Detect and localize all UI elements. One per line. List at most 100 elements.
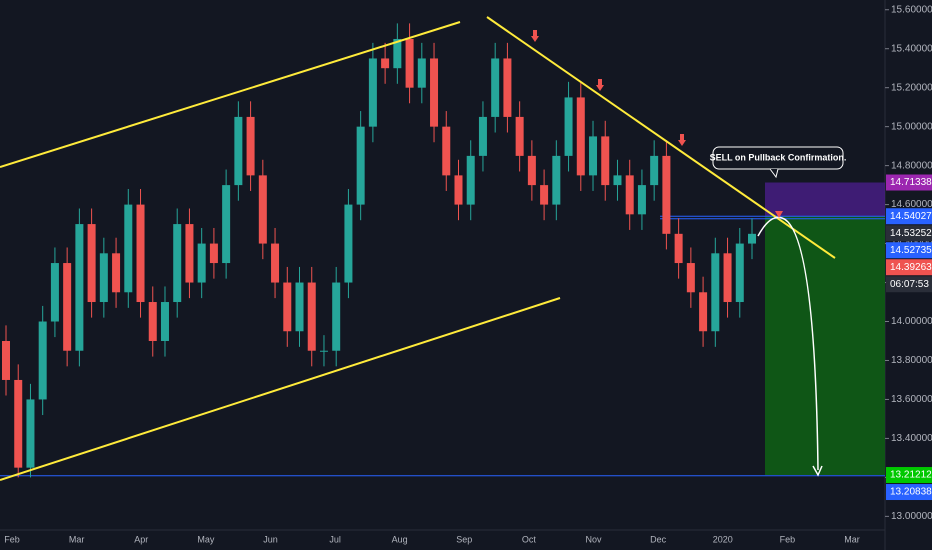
- x-tick-label: 2020: [713, 534, 733, 544]
- price-label: 13.20838: [890, 487, 932, 498]
- candle-body: [112, 253, 121, 293]
- candle-body: [2, 340, 10, 380]
- price-label-bg: [886, 467, 932, 484]
- candle-body: [344, 204, 353, 283]
- candle-body: [478, 116, 487, 156]
- candle-body: [136, 204, 145, 303]
- price-label: 14.53252: [890, 228, 932, 239]
- candle-body: [26, 399, 35, 468]
- x-tick-label: Feb: [4, 534, 20, 544]
- y-tick-label: 15.00000: [891, 121, 932, 132]
- candle-body: [271, 243, 280, 283]
- y-tick-label: 14.60000: [891, 199, 932, 210]
- annotation-text: SELL on Pullback Confirmation.: [710, 152, 847, 162]
- candle-body: [735, 243, 744, 303]
- candle-body: [454, 175, 463, 205]
- candle-body: [637, 185, 646, 215]
- candle-body: [430, 58, 439, 127]
- candle-body: [307, 282, 316, 351]
- candle-body: [258, 175, 267, 244]
- x-tick-label: Aug: [392, 534, 408, 544]
- candle-body: [625, 175, 634, 215]
- timer-label: 06:07:53: [890, 279, 929, 290]
- candle-body: [503, 58, 512, 117]
- candle-body: [197, 243, 206, 283]
- candle-body: [14, 379, 23, 468]
- x-tick-label: Oct: [522, 534, 537, 544]
- candle-body: [332, 282, 341, 351]
- channel-line: [0, 297, 561, 481]
- candle-body: [246, 116, 255, 176]
- price-label-bg: [886, 484, 932, 501]
- price-label: 14.71338: [890, 177, 932, 188]
- candle-body: [393, 38, 402, 69]
- candle-body: [173, 224, 182, 303]
- arrow-marker: [775, 211, 783, 218]
- x-tick-label: Nov: [586, 534, 603, 544]
- candle-body: [613, 175, 622, 186]
- annotation-pointer: [769, 168, 779, 179]
- price-label-bg: [886, 208, 932, 225]
- candle-body: [75, 224, 84, 351]
- y-tick-label: 13.80000: [891, 355, 932, 366]
- y-tick-label: 14.80000: [891, 160, 932, 171]
- candle-body: [209, 243, 218, 264]
- price-label-bg: [886, 242, 932, 259]
- candle-body: [368, 58, 377, 127]
- x-tick-label: Jul: [329, 534, 341, 544]
- candle-body: [711, 253, 720, 332]
- x-tick-label: May: [197, 534, 215, 544]
- y-tick-label: 13.60000: [891, 394, 932, 405]
- candle-body: [356, 126, 365, 205]
- x-tick-label: Sep: [456, 534, 472, 544]
- price-label-bg: [886, 174, 932, 191]
- candle-body: [417, 58, 426, 88]
- candle-body: [589, 136, 598, 176]
- y-tick-label: 15.60000: [891, 4, 932, 15]
- candle-body: [124, 204, 133, 293]
- candle-body: [283, 282, 292, 332]
- price-label-bg: [886, 259, 932, 276]
- candle-body: [686, 263, 695, 293]
- candle-body: [319, 350, 328, 352]
- candle-body: [234, 116, 243, 186]
- y-tick-label: 15.20000: [891, 82, 932, 93]
- candle-body: [466, 155, 475, 205]
- price-label-bg: [886, 225, 932, 242]
- price-label: 14.39263: [890, 262, 932, 273]
- y-tick-label: 14.00000: [891, 316, 932, 327]
- candle-body: [576, 97, 585, 176]
- x-tick-label: Mar: [844, 534, 860, 544]
- candle-body: [160, 302, 169, 341]
- candle-body: [50, 263, 59, 322]
- candle-body: [185, 224, 194, 283]
- y-tick-label: 15.40000: [891, 43, 932, 54]
- candle-body: [699, 292, 708, 332]
- y-tick-label: 13.40000: [891, 433, 932, 444]
- x-tick-label: Feb: [780, 534, 796, 544]
- candle-body: [564, 97, 573, 156]
- x-tick-label: Jun: [263, 534, 278, 544]
- candle-body: [552, 155, 561, 205]
- arrow-head: [812, 465, 823, 477]
- candle-body: [540, 185, 549, 205]
- channel-line: [0, 21, 461, 168]
- candle-body: [601, 136, 610, 186]
- arrow-marker: [678, 134, 686, 146]
- candle-body: [87, 224, 96, 303]
- candle-body: [442, 126, 451, 176]
- risk-zone: [765, 182, 885, 217]
- arrow-marker: [531, 30, 539, 42]
- candle-body: [748, 233, 756, 244]
- reward-zone: [765, 216, 885, 476]
- candle-body: [674, 233, 683, 264]
- projection-arrow: [757, 216, 819, 471]
- candle-body: [99, 253, 108, 303]
- candle-body: [38, 321, 47, 400]
- timer-label-bg: [886, 276, 932, 293]
- candle-body: [527, 155, 536, 186]
- candle-body: [662, 155, 671, 234]
- y-tick-label: 13.00000: [891, 511, 932, 522]
- x-tick-label: Dec: [650, 534, 667, 544]
